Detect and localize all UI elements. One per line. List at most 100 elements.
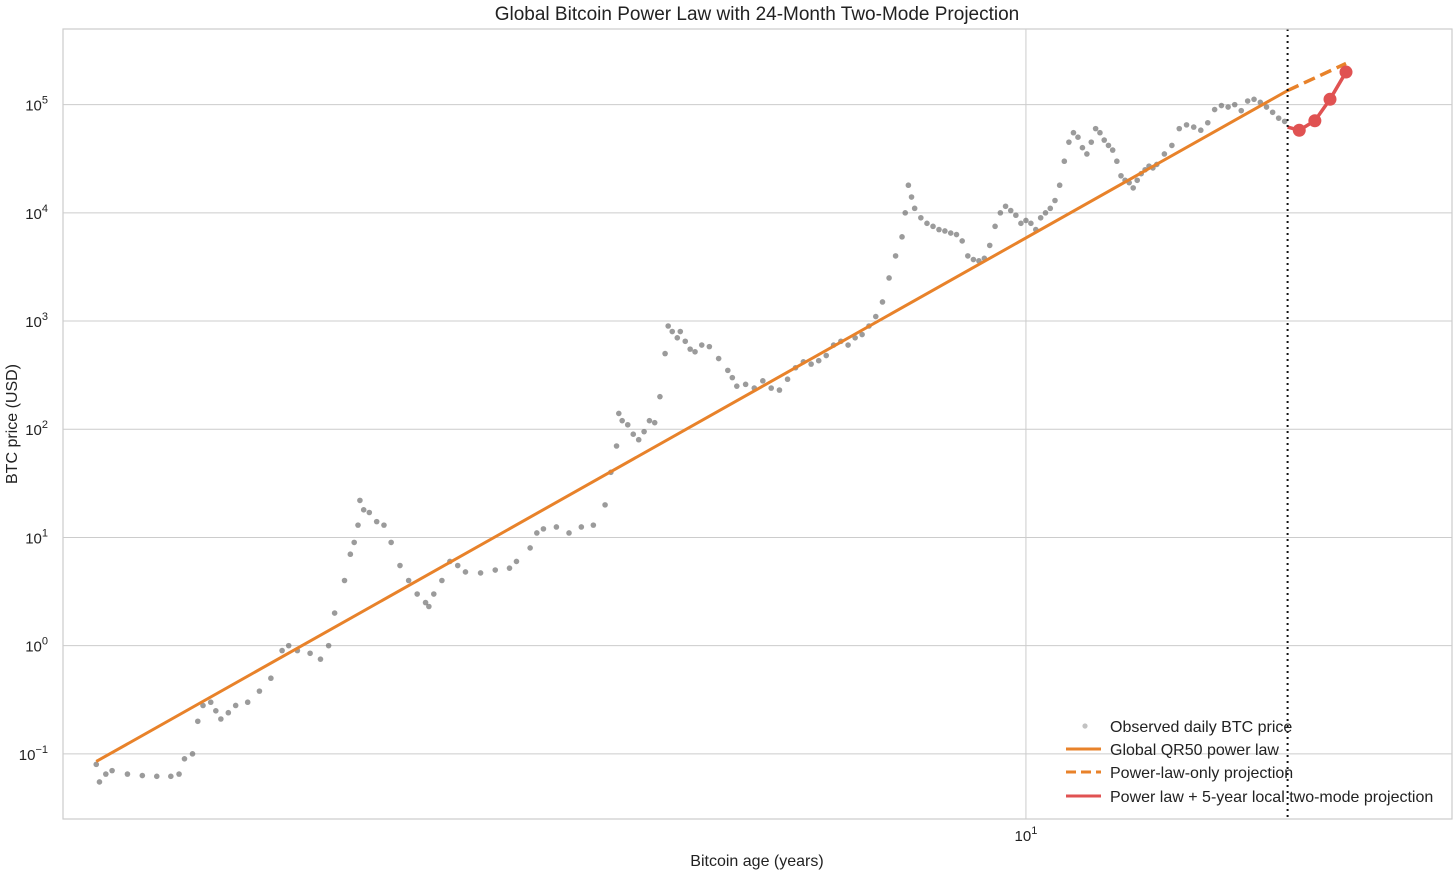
observed-price-point xyxy=(624,421,631,428)
observed-price-point xyxy=(936,226,942,233)
legend-label-power-law-projection: Power-law-only projection xyxy=(1110,765,1293,782)
observed-price-point xyxy=(405,577,412,584)
observed-price-point xyxy=(879,299,886,305)
observed-price-point xyxy=(1109,147,1116,153)
observed-price-point xyxy=(1183,122,1190,128)
observed-price-point xyxy=(341,577,348,584)
observed-price-point xyxy=(373,518,380,525)
observed-price-point xyxy=(256,688,263,694)
observed-price-point xyxy=(317,656,324,662)
observed-price-point xyxy=(430,591,437,597)
observed-price-point xyxy=(965,253,971,259)
observed-price-point xyxy=(886,275,892,281)
observed-price-point xyxy=(200,702,206,709)
observed-price-point xyxy=(911,205,918,212)
observed-price-point xyxy=(279,647,285,654)
observed-price-point xyxy=(662,350,668,357)
two-mode-projection-marker xyxy=(1292,123,1306,137)
observed-price-point xyxy=(540,526,547,532)
observed-price-point xyxy=(124,771,131,777)
observed-price-point xyxy=(139,772,146,779)
observed-price-point xyxy=(1070,129,1077,136)
observed-price-point xyxy=(1118,172,1124,179)
observed-price-point xyxy=(1061,158,1068,165)
observed-price-point xyxy=(677,328,684,335)
observed-price-point xyxy=(1092,125,1099,132)
observed-price-point xyxy=(388,539,394,546)
observed-price-point xyxy=(93,761,100,768)
observed-price-point xyxy=(381,522,387,528)
observed-price-point xyxy=(325,642,332,649)
observed-price-point xyxy=(845,342,851,348)
observed-price-point xyxy=(1079,144,1086,151)
observed-price-point xyxy=(918,214,924,221)
observed-price-point xyxy=(859,331,865,338)
observed-price-point xyxy=(590,522,597,528)
observed-price-point xyxy=(651,419,658,426)
legend: Observed daily BTC price Global QR50 pow… xyxy=(1066,719,1433,806)
observed-price-point xyxy=(360,507,367,513)
observed-price-point xyxy=(1047,205,1054,212)
observed-price-point xyxy=(1042,210,1049,216)
observed-price-point xyxy=(823,352,830,359)
observed-price-point xyxy=(1161,151,1168,157)
observed-price-point xyxy=(1018,220,1024,227)
observed-price-point xyxy=(902,210,909,216)
two-mode-projection-marker xyxy=(1339,65,1353,79)
observed-price-point xyxy=(213,707,219,714)
lines-layer xyxy=(95,29,1353,819)
observed-price-point xyxy=(355,522,361,528)
observed-price-point xyxy=(347,551,354,558)
observed-price-point xyxy=(970,256,977,263)
observed-price-point xyxy=(669,328,676,335)
observed-price-point xyxy=(194,718,201,725)
observed-price-point xyxy=(566,530,572,536)
observed-price-point xyxy=(1225,104,1231,110)
observed-price-point xyxy=(176,771,182,777)
observed-price-point xyxy=(742,381,749,388)
observed-price-point xyxy=(641,428,647,435)
observed-price-point xyxy=(1105,142,1112,149)
observed-price-point xyxy=(733,383,740,389)
observed-price-point xyxy=(331,610,338,616)
observed-price-point xyxy=(527,545,533,551)
y-tick-label: 101 xyxy=(25,527,48,547)
observed-price-point xyxy=(1251,96,1257,103)
observed-price-point xyxy=(619,417,625,424)
legend-marker-observed xyxy=(1082,723,1088,729)
chart-title: Global Bitcoin Power Law with 24-Month T… xyxy=(495,4,1020,25)
observed-price-point xyxy=(616,410,622,417)
observed-price-point xyxy=(687,346,693,352)
observed-price-point xyxy=(454,562,461,569)
observed-price-point xyxy=(892,253,899,259)
observed-price-point xyxy=(181,756,188,762)
observed-price-point xyxy=(768,385,775,391)
observed-price-point xyxy=(808,361,814,367)
observed-price-point xyxy=(1084,151,1090,157)
observed-price-point xyxy=(698,342,705,348)
observed-price-point xyxy=(635,436,642,443)
observed-price-point xyxy=(1075,134,1081,141)
observed-price-point xyxy=(997,210,1004,216)
observed-price-point xyxy=(1176,125,1183,132)
observed-price-point xyxy=(422,599,429,606)
observed-price-point xyxy=(218,716,224,722)
observed-price-point xyxy=(1197,127,1204,134)
observed-price-point xyxy=(462,569,469,575)
observed-price-point xyxy=(1130,185,1137,191)
observed-price-point xyxy=(439,577,445,584)
observed-price-point xyxy=(872,313,879,320)
observed-price-point xyxy=(578,524,585,530)
observed-price-point xyxy=(244,699,251,706)
x-axis-label: Bitcoin age (years) xyxy=(690,853,823,870)
observed-price-point xyxy=(1269,109,1276,116)
y-tick-label: 100 xyxy=(25,636,48,656)
legend-label-observed: Observed daily BTC price xyxy=(1110,719,1292,736)
observed-price-point xyxy=(534,530,540,536)
legend-label-power-law: Global QR50 power law xyxy=(1110,742,1279,759)
observed-price-point xyxy=(646,417,653,424)
observed-price-point xyxy=(366,509,373,516)
observed-price-point xyxy=(1114,158,1120,165)
observed-price-point xyxy=(899,234,905,240)
observed-price-point xyxy=(492,567,499,573)
